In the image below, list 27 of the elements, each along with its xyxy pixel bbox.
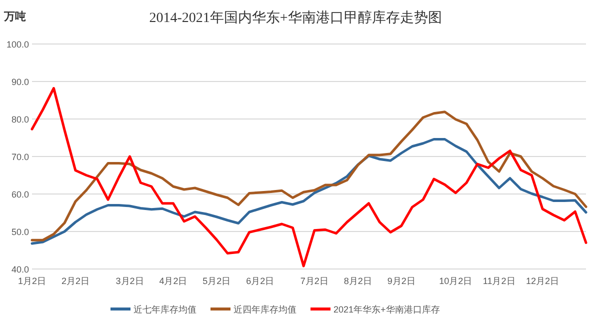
x-tick-label: 1月2日 (18, 276, 46, 286)
x-tick-label: 3月2日 (116, 276, 144, 286)
legend-label: 近七年库存均值 (134, 304, 196, 314)
y-tick-label: 40.0 (11, 264, 29, 274)
x-tick-label: 6月2日 (246, 276, 274, 286)
chart-title: 2014-2021年国内华东+华南港口甲醇库存走势图 (149, 10, 442, 26)
y-tick-label: 50.0 (11, 227, 29, 237)
x-tick-label: 11月2日 (482, 276, 516, 286)
x-tick-label: 5月2日 (202, 276, 231, 286)
x-tick-label: 4月2日 (159, 276, 188, 286)
line-series (30, 87, 588, 268)
x-tick-label: 7月2日 (300, 276, 328, 286)
x-tick-label: 2月2日 (61, 276, 90, 286)
x-tick-label: 9月2日 (387, 276, 416, 286)
line-series (30, 138, 588, 245)
y-tick-label: 90.0 (11, 77, 29, 87)
y-tick-label: 80.0 (11, 114, 29, 124)
line-series (30, 110, 588, 242)
y-axis-title: 万吨 (3, 10, 26, 23)
y-tick-label: 70.0 (11, 152, 29, 162)
x-tick-label: 12月2日 (526, 276, 560, 286)
y-tick-label: 100.0 (6, 40, 29, 50)
x-tick-label: 8月2日 (344, 276, 372, 286)
y-tick-label: 60.0 (11, 190, 29, 200)
legend-label: 近四年库存均值 (234, 304, 296, 314)
legend-label: 2021年华东+华南港口库存 (334, 304, 440, 314)
x-tick-label: 10月2日 (439, 276, 472, 286)
